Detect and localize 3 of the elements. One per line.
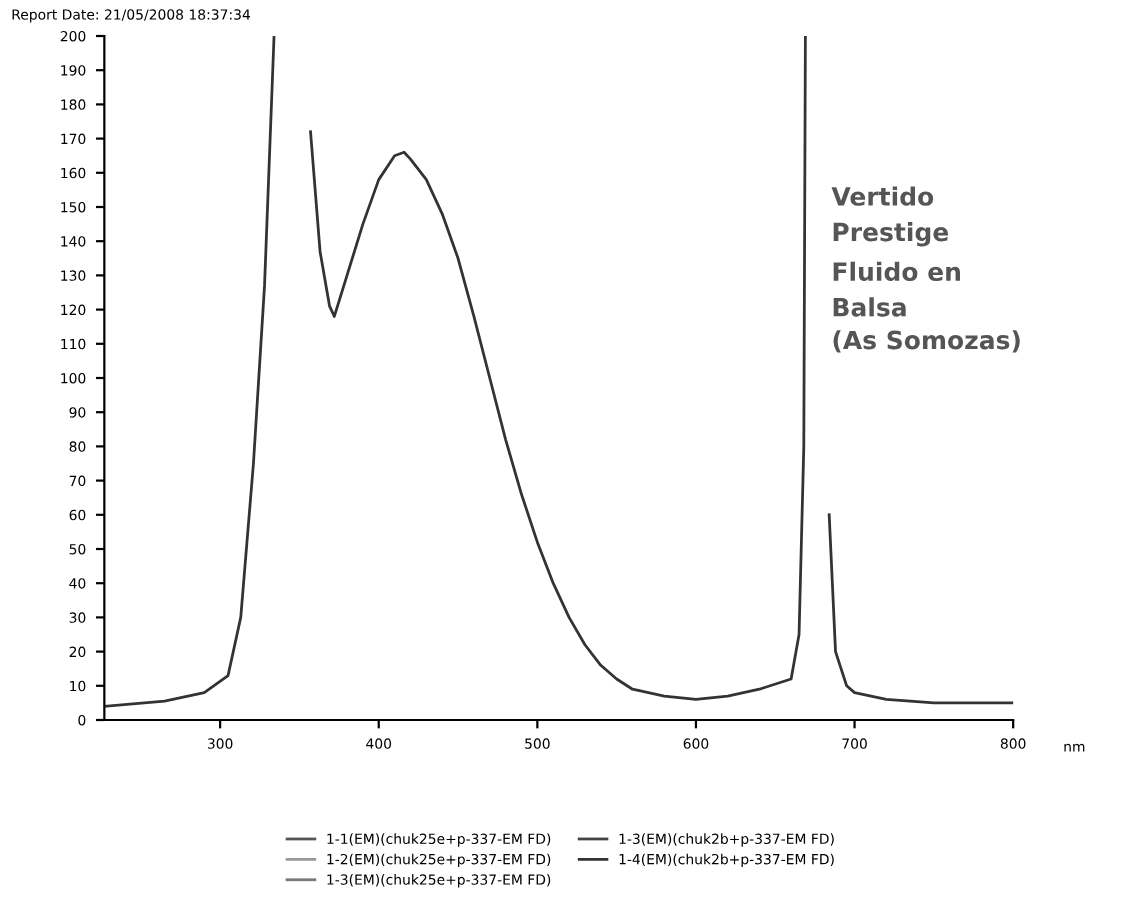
annotation: Fluido en Balsa [833,261,960,317]
annotation: (As Somozas) [833,330,1020,353]
annotation: Vertido Prestige [831,186,949,247]
